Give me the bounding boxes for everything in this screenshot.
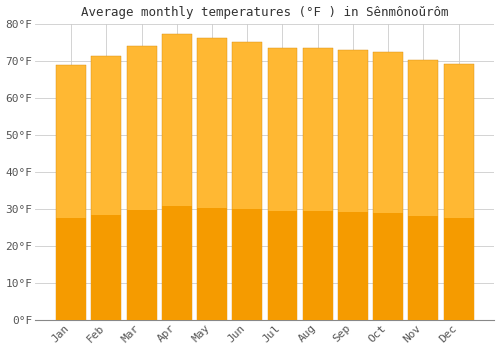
Bar	[92, 56, 122, 320]
Bar	[232, 209, 262, 320]
Bar	[444, 64, 474, 320]
Bar	[338, 212, 368, 320]
Bar	[444, 218, 474, 320]
Bar	[408, 60, 438, 320]
Bar	[268, 48, 298, 320]
Bar	[162, 206, 192, 320]
Bar	[373, 52, 403, 320]
Bar	[303, 211, 332, 320]
Bar	[338, 50, 368, 320]
Bar	[92, 215, 122, 320]
Bar	[197, 38, 227, 320]
Bar	[268, 211, 298, 320]
Bar	[373, 213, 403, 320]
Bar	[303, 48, 332, 320]
Bar	[232, 42, 262, 320]
Bar	[162, 34, 192, 320]
Bar	[56, 65, 86, 320]
Bar	[408, 216, 438, 320]
Title: Average monthly temperatures (°F ) in Sênmônoŭrôm: Average monthly temperatures (°F ) in Sê…	[81, 6, 448, 19]
Bar	[56, 218, 86, 320]
Bar	[197, 208, 227, 320]
Bar	[126, 46, 156, 320]
Bar	[126, 210, 156, 320]
